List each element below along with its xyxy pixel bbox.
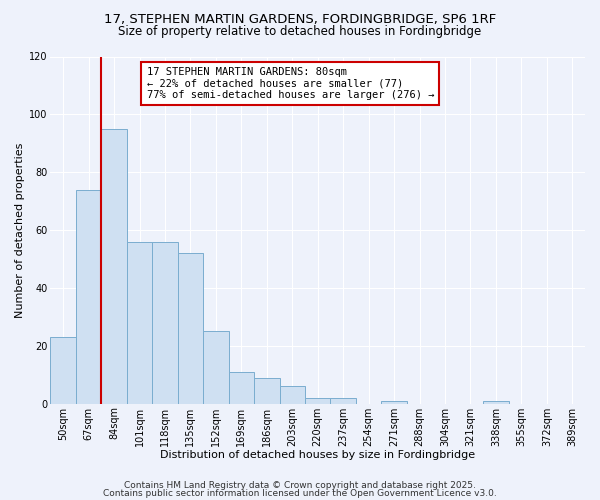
Bar [305, 398, 331, 404]
Bar [127, 242, 152, 404]
Bar [50, 337, 76, 404]
X-axis label: Distribution of detached houses by size in Fordingbridge: Distribution of detached houses by size … [160, 450, 475, 460]
Bar [229, 372, 254, 404]
Bar [382, 401, 407, 404]
Bar [76, 190, 101, 404]
Bar [101, 129, 127, 404]
Text: Size of property relative to detached houses in Fordingbridge: Size of property relative to detached ho… [118, 25, 482, 38]
Text: Contains HM Land Registry data © Crown copyright and database right 2025.: Contains HM Land Registry data © Crown c… [124, 481, 476, 490]
Text: Contains public sector information licensed under the Open Government Licence v3: Contains public sector information licen… [103, 488, 497, 498]
Text: 17, STEPHEN MARTIN GARDENS, FORDINGBRIDGE, SP6 1RF: 17, STEPHEN MARTIN GARDENS, FORDINGBRIDG… [104, 12, 496, 26]
Bar [331, 398, 356, 404]
Bar [152, 242, 178, 404]
Text: 17 STEPHEN MARTIN GARDENS: 80sqm
← 22% of detached houses are smaller (77)
77% o: 17 STEPHEN MARTIN GARDENS: 80sqm ← 22% o… [146, 67, 434, 100]
Bar [178, 253, 203, 404]
Y-axis label: Number of detached properties: Number of detached properties [15, 142, 25, 318]
Bar [254, 378, 280, 404]
Bar [280, 386, 305, 404]
Bar [483, 401, 509, 404]
Bar [203, 332, 229, 404]
